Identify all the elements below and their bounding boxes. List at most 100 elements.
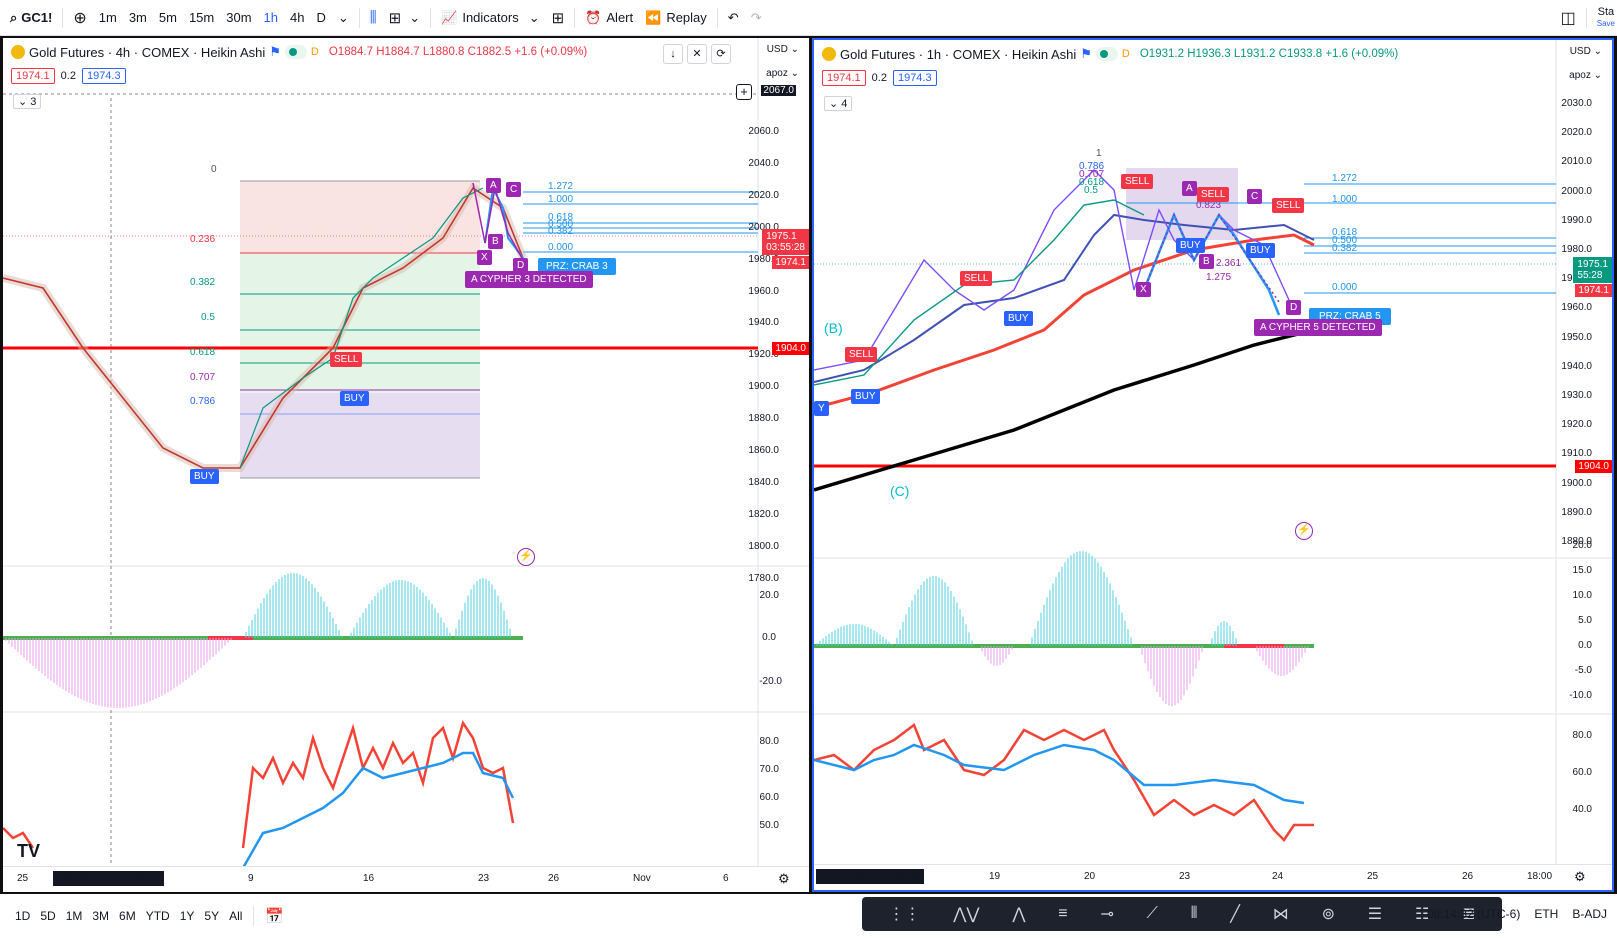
fib-channel-icon[interactable]: ☷	[1414, 906, 1430, 923]
y-axis-label: 1980.0	[1561, 244, 1592, 255]
interval-1m[interactable]: 1m	[98, 10, 117, 25]
script-select[interactable]: apoz ⌄	[766, 68, 799, 79]
chart-type-button[interactable]: ⊞ ⌄	[383, 0, 426, 36]
interval-4h[interactable]: 4h	[290, 10, 305, 25]
interval-1h[interactable]: 1h	[263, 10, 278, 25]
plus-circle-icon: ⊕	[73, 9, 87, 27]
interval-5m[interactable]: 5m	[158, 10, 177, 25]
calendar-icon[interactable]: 📅	[265, 908, 285, 925]
ask-pill[interactable]: 1974.3	[81, 68, 126, 84]
horizontal-ray-icon[interactable]: ⊸	[1100, 906, 1114, 923]
ask-pill[interactable]: 1974.3	[892, 70, 937, 86]
refresh-icon[interactable]: ⟳	[711, 44, 731, 64]
clock-label[interactable]: 08:14:32 (UTC-6)	[1426, 907, 1521, 921]
panel-toggle-button[interactable]: ◫	[1555, 0, 1582, 36]
interval-15m[interactable]: 15m	[188, 10, 215, 25]
parallel-channel-icon[interactable]: ≡	[1058, 905, 1068, 922]
range-ytd[interactable]: YTD	[145, 909, 170, 923]
rewind-icon: ⏪	[645, 9, 662, 25]
add-alert-icon[interactable]: +	[736, 84, 752, 100]
change-value: +1.6 (+0.09%)	[514, 46, 588, 58]
trend-line-icon[interactable]: ⟋	[1146, 905, 1158, 922]
range-5y[interactable]: 5Y	[204, 909, 220, 923]
bid-pill[interactable]: 1974.1	[822, 70, 866, 86]
range-1d[interactable]: 1D	[15, 909, 31, 923]
left-x-axis: 25 Thu 28 Sep '23 16:00 9 16 23 26 Nov 6…	[3, 866, 809, 892]
close-icon[interactable]: ✕	[687, 44, 707, 64]
save-button[interactable]: Sta Save	[1591, 0, 1617, 36]
interval-d[interactable]: D	[316, 10, 326, 25]
fib-extension-icon[interactable]: ☰	[1367, 906, 1383, 923]
sell-signal: SELL	[960, 271, 993, 286]
bar-style-button[interactable]: ⫼	[364, 0, 383, 36]
abc-pattern-icon[interactable]: ⋀	[1012, 906, 1026, 923]
pattern-point-a: A	[486, 178, 501, 193]
divider	[1585, 7, 1587, 28]
range-all[interactable]: All	[229, 909, 243, 923]
indicators-button[interactable]: 📈 Indicators ⌄	[435, 0, 545, 36]
replay-button[interactable]: ⏪ Replay	[639, 0, 713, 36]
lightning-icon[interactable]: ⚡	[517, 548, 535, 566]
fib-label: 0.000	[1332, 282, 1358, 293]
y-axis-label: 2060.0	[748, 126, 779, 137]
top-toolbar: ⌕ GC1! ⊕ 1m 3m 5m 15m 30m 1h 4h D ⌄ ⫼ ⊞ ⌄…	[0, 0, 1617, 36]
fib-label: 0.5	[201, 312, 215, 323]
range-1y[interactable]: 1Y	[179, 909, 195, 923]
lightning-icon[interactable]: ⚡	[1295, 522, 1313, 540]
pattern-point-d: D	[1286, 300, 1302, 315]
left-chart-title[interactable]: Gold Futures · 4h · COMEX · Heikin Ashi	[29, 44, 266, 60]
gold-coin-icon	[822, 47, 836, 61]
wave-label-c: (C)	[890, 483, 910, 499]
y-axis-label: 2010.0	[1561, 156, 1592, 168]
indicator-collapse-button[interactable]: ⌄ 4	[824, 96, 853, 111]
interval-dropdown[interactable]: ⌄	[332, 0, 355, 36]
gear-icon[interactable]: ⚙	[778, 871, 790, 886]
fib-label: 0.500	[1332, 235, 1358, 246]
compare-button[interactable]: ⊕	[67, 0, 92, 36]
layout-button[interactable]: ⊞	[546, 0, 571, 36]
x-axis-label: 25	[1367, 871, 1379, 882]
y-axis-label: 2020.0	[1561, 127, 1592, 139]
buy-signal: BUY	[1004, 311, 1033, 326]
line-tool-icon[interactable]: ╱	[1230, 906, 1240, 923]
indicator-collapse-button[interactable]: ⌄ 3	[13, 94, 42, 109]
currency-select[interactable]: USD ⌄	[766, 44, 799, 55]
divider	[358, 7, 360, 28]
session-toggle[interactable]: ETH	[1534, 907, 1559, 921]
range-5d[interactable]: 5D	[40, 909, 56, 923]
currency-select[interactable]: USD ⌄	[1569, 46, 1602, 57]
left-chart-pane[interactable]: Gold Futures · 4h · COMEX · Heikin Ashi …	[3, 38, 809, 892]
cypher-pattern-icon[interactable]: ⋈	[1272, 906, 1289, 923]
interval-3m[interactable]: 3m	[128, 10, 147, 25]
bid-pill[interactable]: 1974.1	[11, 68, 55, 84]
y-axis-label: 1980.0	[748, 253, 779, 265]
range-6m[interactable]: 6M	[119, 909, 136, 923]
fib-label: 0.382	[1332, 243, 1358, 254]
xabcd-pattern-icon[interactable]: ⋀⋁	[953, 906, 980, 923]
current-price-tag: 1975.1 03:55:28	[762, 229, 809, 255]
current-price-tag: 1975.1 55:28	[1573, 257, 1612, 283]
measure-icon[interactable]: ⊚	[1321, 906, 1335, 923]
adjustment-toggle[interactable]: B-ADJ	[1572, 907, 1607, 921]
right-chart-title[interactable]: Gold Futures · 1h · COMEX · Heikin Ashi	[840, 46, 1077, 62]
undo-button[interactable]: ↶	[722, 0, 745, 36]
more-tools-icon[interactable]: ≣	[1462, 906, 1476, 923]
script-select[interactable]: apoz ⌄	[1569, 70, 1602, 81]
range-3m[interactable]: 3M	[92, 909, 110, 923]
arrow-down-icon[interactable]: ↓	[663, 44, 683, 64]
symbol-search[interactable]: ⌕ GC1!	[0, 0, 58, 36]
drag-handle-icon[interactable]: ⋮⋮	[888, 906, 921, 923]
interval-30m[interactable]: 30m	[226, 10, 252, 25]
fib-retracement-icon[interactable]: ⫴	[1190, 905, 1198, 922]
range-1m[interactable]: 1M	[65, 909, 83, 923]
tradingview-logo[interactable]: TV	[17, 841, 41, 861]
rsi-axis-label: 50.0	[759, 820, 779, 831]
y-axis-label: 1900.0	[1561, 477, 1592, 489]
sell-signal: SELL	[1272, 198, 1305, 213]
gear-icon[interactable]: ⚙	[1574, 869, 1586, 884]
alert-button[interactable]: ⏰ Alert	[579, 0, 639, 36]
right-chart-pane[interactable]: Gold Futures · 1h · COMEX · Heikin Ashi …	[812, 38, 1614, 892]
x-cursor-label: Tue 17 Oct '23 03:00	[816, 869, 925, 884]
alert-label: Alert	[606, 10, 634, 25]
redo-button[interactable]: ↷	[745, 0, 768, 36]
